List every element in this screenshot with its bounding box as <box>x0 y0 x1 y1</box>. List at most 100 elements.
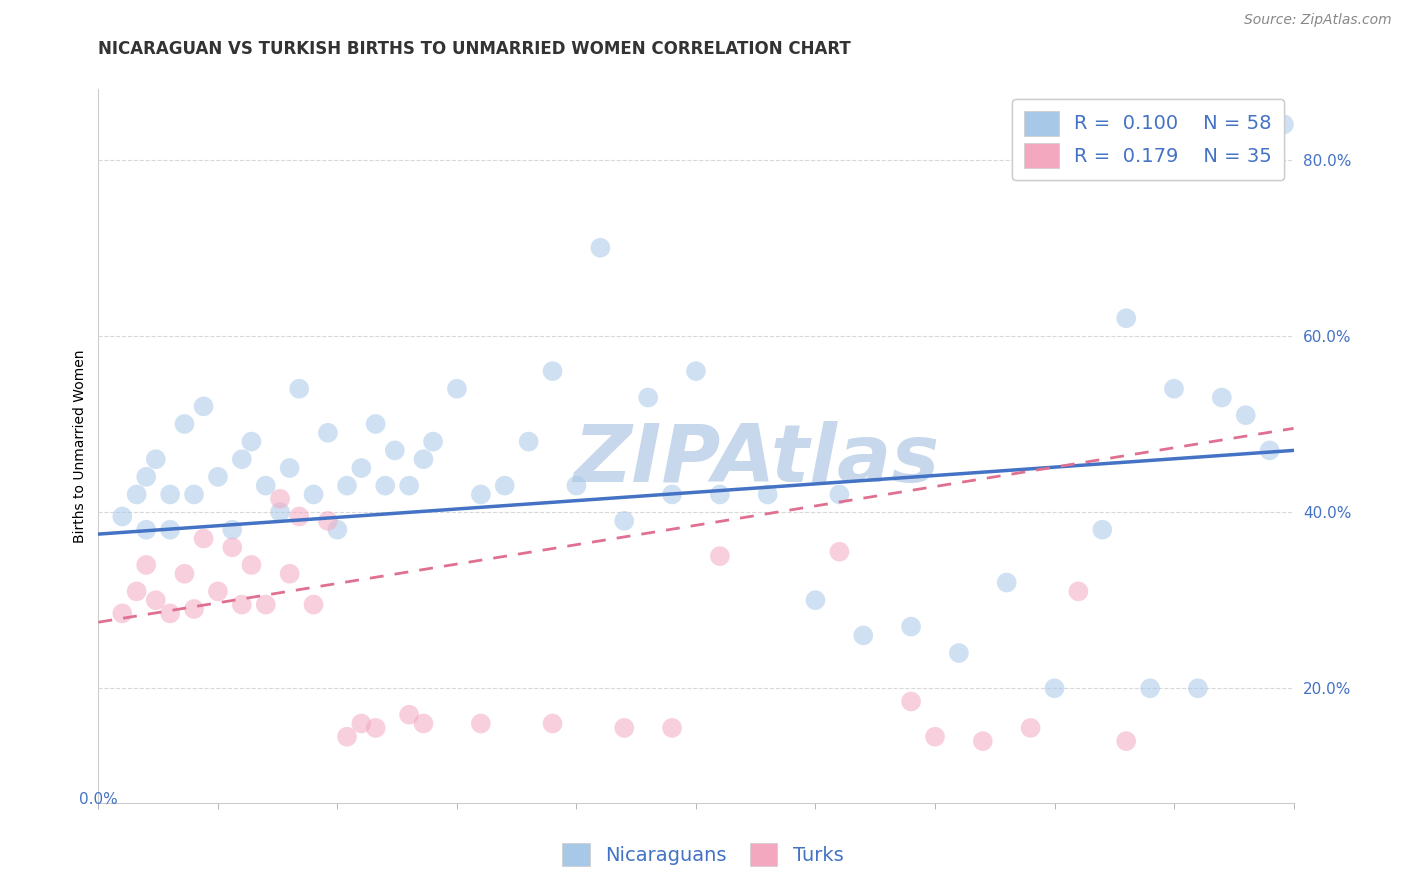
Point <box>231 598 253 612</box>
Point <box>637 391 659 405</box>
Point <box>685 364 707 378</box>
Point <box>207 584 229 599</box>
Y-axis label: Births to Unmarried Women: Births to Unmarried Women <box>73 350 87 542</box>
Text: ZIPAtlas: ZIPAtlas <box>572 421 939 500</box>
Legend: R =  0.100    N = 58, R =  0.179    N = 35: R = 0.100 N = 58, R = 0.179 N = 35 <box>1012 99 1284 180</box>
Point <box>183 487 205 501</box>
Point <box>1163 382 1185 396</box>
Point <box>470 716 492 731</box>
Point <box>316 425 339 440</box>
Point <box>412 716 434 731</box>
Point <box>924 730 946 744</box>
Point <box>240 558 263 572</box>
Point <box>221 523 243 537</box>
Point <box>183 602 205 616</box>
Point <box>422 434 444 449</box>
Point <box>125 584 148 599</box>
Point <box>254 598 277 612</box>
Point <box>412 452 434 467</box>
Legend: Nicaraguans, Turks: Nicaraguans, Turks <box>554 835 852 873</box>
Point <box>1115 311 1137 326</box>
Point <box>756 487 779 501</box>
Point <box>111 509 134 524</box>
Point <box>804 593 827 607</box>
Text: 0.0%: 0.0% <box>79 792 118 807</box>
Point <box>240 434 263 449</box>
Point <box>302 487 325 501</box>
Point <box>1211 391 1233 405</box>
Point <box>326 523 349 537</box>
Point <box>900 619 922 633</box>
Point <box>125 487 148 501</box>
Point <box>1258 443 1281 458</box>
Point <box>828 545 851 559</box>
Point <box>193 532 215 546</box>
Point <box>613 721 636 735</box>
Point <box>350 461 373 475</box>
Point <box>173 417 195 431</box>
Point <box>1067 584 1090 599</box>
Point <box>494 478 516 492</box>
Point <box>470 487 492 501</box>
Point <box>374 478 396 492</box>
Point <box>159 487 181 501</box>
Text: Source: ZipAtlas.com: Source: ZipAtlas.com <box>1244 13 1392 28</box>
Point <box>159 607 181 621</box>
Point <box>269 491 291 506</box>
Point <box>900 694 922 708</box>
Point <box>364 417 387 431</box>
Point <box>1043 681 1066 696</box>
Point <box>269 505 291 519</box>
Point <box>350 716 373 731</box>
Point <box>278 461 301 475</box>
Point <box>995 575 1018 590</box>
Point <box>173 566 195 581</box>
Point <box>709 487 731 501</box>
Text: NICARAGUAN VS TURKISH BIRTHS TO UNMARRIED WOMEN CORRELATION CHART: NICARAGUAN VS TURKISH BIRTHS TO UNMARRIE… <box>98 40 851 58</box>
Point <box>517 434 540 449</box>
Point <box>288 382 311 396</box>
Point <box>221 541 243 555</box>
Point <box>398 478 420 492</box>
Point <box>1139 681 1161 696</box>
Point <box>1019 721 1042 735</box>
Point <box>288 509 311 524</box>
Point <box>446 382 468 396</box>
Point <box>661 487 683 501</box>
Point <box>145 593 167 607</box>
Point <box>316 514 339 528</box>
Point <box>398 707 420 722</box>
Point <box>254 478 277 492</box>
Point <box>207 470 229 484</box>
Point <box>364 721 387 735</box>
Point <box>709 549 731 563</box>
Point <box>1091 523 1114 537</box>
Point <box>278 566 301 581</box>
Point <box>541 364 564 378</box>
Point <box>1115 734 1137 748</box>
Point <box>1187 681 1209 696</box>
Point <box>541 716 564 731</box>
Point <box>828 487 851 501</box>
Point <box>336 478 359 492</box>
Point <box>159 523 181 537</box>
Point <box>661 721 683 735</box>
Point <box>135 470 157 484</box>
Point <box>193 400 215 414</box>
Point <box>613 514 636 528</box>
Point <box>1234 408 1257 422</box>
Point <box>135 558 157 572</box>
Point <box>852 628 875 642</box>
Point <box>302 598 325 612</box>
Point <box>135 523 157 537</box>
Point <box>589 241 612 255</box>
Point <box>948 646 970 660</box>
Point <box>231 452 253 467</box>
Point <box>145 452 167 467</box>
Point <box>972 734 994 748</box>
Point <box>1272 118 1295 132</box>
Point <box>565 478 588 492</box>
Point <box>384 443 406 458</box>
Point <box>111 607 134 621</box>
Point <box>336 730 359 744</box>
